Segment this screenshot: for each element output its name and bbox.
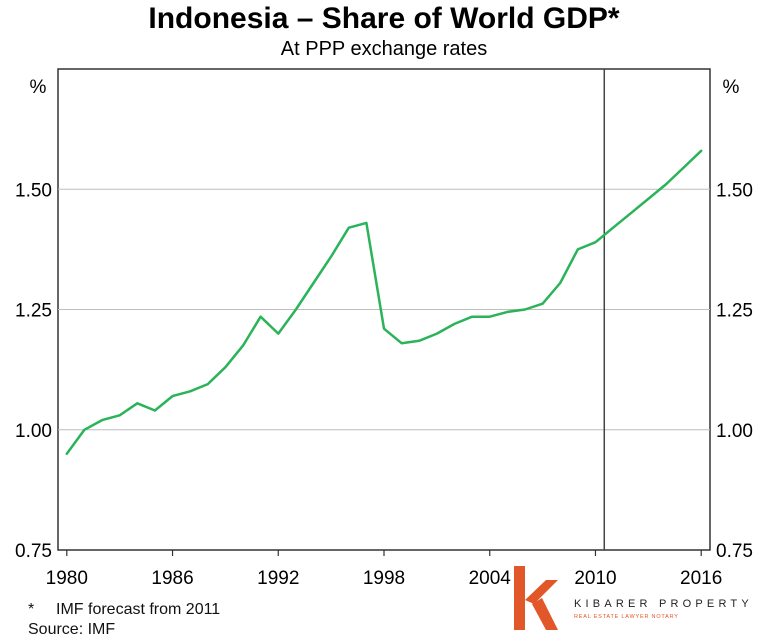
y-tick-label-right: 1.50 [716,180,753,201]
x-tick-label: 2016 [680,568,722,589]
gridlines [58,188,710,431]
source-footnote: Source: IMF [28,621,116,638]
x-tick-label: 1992 [257,568,299,589]
y-tick-label-left: 1.50 [15,180,52,201]
y-tick-label-right: 1.25 [716,301,753,322]
kibarer-watermark: KIBARER PROPERTY REAL ESTATE LAWYER NOTA… [512,564,762,634]
x-tick-label: 2010 [574,568,616,589]
y-axis-left: 0.75 1.00 1.25 1.50 [15,180,52,562]
y-tick-label-right: 1.00 [716,421,753,442]
y-unit-left: % [30,77,47,98]
x-tick-label: 1998 [363,568,405,589]
y-unit-right: % [723,77,740,98]
x-tick-label: 1986 [151,568,193,589]
chart-subtitle: At PPP exchange rates [281,38,487,60]
chart: Indonesia – Share of World GDP* At PPP e… [15,2,753,589]
watermark-tagline: REAL ESTATE LAWYER NOTARY [574,614,679,620]
series-group [65,149,703,456]
y-axis-right: 0.75 1.00 1.25 1.50 [716,180,753,562]
y-tick-label-left: 0.75 [15,541,52,562]
footnote-marker: * [28,601,35,618]
x-axis: 1980 1986 1992 1998 2004 2010 2016 [46,550,722,589]
footnote-text: IMF forecast from 2011 [56,601,221,618]
kibarer-k-logo-icon [514,566,558,630]
forecast-footnote: * IMF forecast from 2011 [28,601,220,619]
y-tick-label-right: 0.75 [716,541,753,562]
x-tick-label: 2004 [469,568,512,589]
series-line [65,149,703,456]
x-tick-label: 1980 [46,568,88,589]
y-tick-label-left: 1.25 [15,301,52,322]
y-tick-label-left: 1.00 [15,421,52,442]
watermark-name: KIBARER PROPERTY [574,598,753,610]
chart-title: Indonesia – Share of World GDP* [148,2,620,35]
